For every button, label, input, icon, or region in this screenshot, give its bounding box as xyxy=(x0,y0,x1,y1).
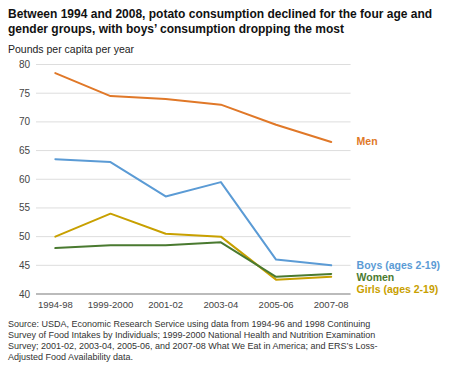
grid-line xyxy=(36,150,351,151)
series-label: Girls (ages 2-19) xyxy=(357,283,439,295)
source-line: Survey of Food Intakes by Individuals; 1… xyxy=(8,330,375,340)
x-tick-label: 2001-02 xyxy=(148,299,183,310)
grid-line xyxy=(36,207,351,208)
y-tick-label: 65 xyxy=(19,145,31,156)
x-tick-label: 1999-2000 xyxy=(88,299,133,310)
series-line xyxy=(55,214,331,280)
y-tick-label: 45 xyxy=(19,260,31,271)
y-tick-label: 55 xyxy=(19,202,31,213)
y-axis-label: Pounds per capita per year xyxy=(8,43,135,55)
lines xyxy=(55,73,331,280)
y-tick-label: 80 xyxy=(19,59,31,70)
source-line: Source: USDA, Economic Research Service … xyxy=(8,319,370,329)
y-tick-label: 70 xyxy=(19,116,31,127)
grid-line xyxy=(36,93,351,94)
background xyxy=(0,0,450,368)
source-line: Adjusted Food Availability data. xyxy=(8,352,133,362)
grid-line xyxy=(36,64,351,65)
series-line xyxy=(55,242,331,276)
x-tick-label: 2003-04 xyxy=(203,299,238,310)
x-axis-line xyxy=(36,294,351,295)
title-line: gender groups, with boys’ consumption dr… xyxy=(8,22,344,36)
grid-line xyxy=(36,179,351,180)
title: Between 1994 and 2008, potato consumptio… xyxy=(8,7,432,36)
series-line xyxy=(55,73,331,142)
chart: Between 1994 and 2008, potato consumptio… xyxy=(0,0,450,368)
x-tick-label: 1994-98 xyxy=(38,299,73,310)
x-tick-label: 2007-08 xyxy=(314,299,349,310)
y-tick-label: 75 xyxy=(19,88,31,99)
grid-line xyxy=(36,294,351,295)
series-line xyxy=(55,159,331,265)
source: Source: USDA, Economic Research Service … xyxy=(8,319,377,362)
series-label: Men xyxy=(357,135,378,147)
grid-line xyxy=(36,121,351,122)
grid-line xyxy=(36,236,351,237)
grid-line xyxy=(36,265,351,266)
series-label: Boys (ages 2-19) xyxy=(357,259,440,271)
y-tick-label: 60 xyxy=(19,174,31,185)
source-line: Survey; 2001-02, 2003-04, 2005-06, and 2… xyxy=(8,341,377,351)
y-axis-line xyxy=(36,65,37,295)
x-tick-label: 2005-06 xyxy=(259,299,294,310)
y-tick-label: 50 xyxy=(19,231,31,242)
y-tick-label: 40 xyxy=(19,289,31,300)
series-label: Women xyxy=(357,271,395,283)
grid xyxy=(36,65,351,295)
title-line: Between 1994 and 2008, potato consumptio… xyxy=(8,7,432,21)
